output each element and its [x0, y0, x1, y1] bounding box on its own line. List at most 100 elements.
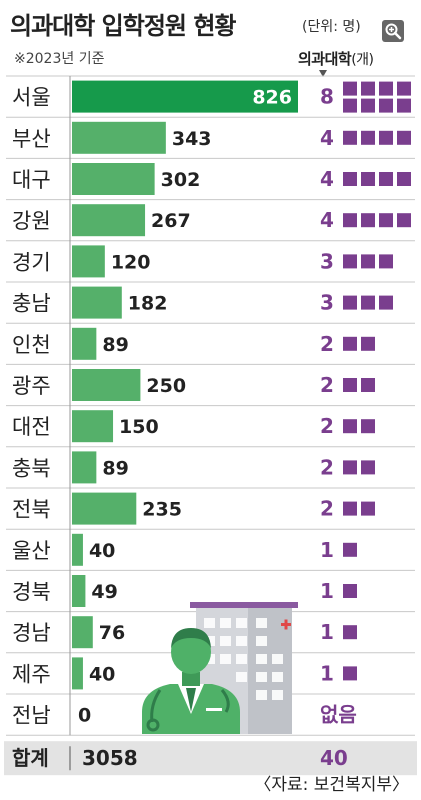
school-count: 3	[320, 291, 334, 315]
school-square	[397, 81, 411, 96]
school-count: 1	[320, 538, 334, 562]
value-label: 267	[151, 210, 191, 232]
school-square	[361, 295, 375, 310]
school-square	[379, 295, 393, 310]
school-square	[343, 666, 357, 681]
school-square	[361, 254, 375, 269]
school-count: 4	[320, 208, 334, 232]
value-label: 343	[172, 128, 212, 150]
region-label: 강원	[12, 209, 51, 233]
school-square	[361, 378, 375, 392]
school-square	[343, 542, 357, 557]
region-label: 경남	[12, 621, 51, 645]
school-square	[343, 295, 357, 310]
school-square	[343, 501, 357, 516]
school-square	[343, 378, 357, 392]
school-square	[361, 130, 375, 145]
unit-label: (단위: 명)	[302, 19, 361, 35]
value-label: 826	[252, 87, 292, 109]
total-label: 합계	[12, 746, 49, 770]
school-square	[361, 336, 375, 351]
value-label: 40	[89, 540, 115, 562]
value-label: 120	[111, 251, 151, 273]
school-square	[343, 460, 357, 475]
bar	[72, 533, 83, 566]
value-label: 89	[102, 334, 128, 356]
school-count: 2	[320, 373, 334, 397]
school-square	[397, 98, 411, 113]
school-count: 1	[320, 661, 334, 685]
school-count: 1	[320, 579, 334, 603]
school-count: 2	[320, 332, 334, 356]
school-count: 1	[320, 620, 334, 644]
region-label: 제주	[12, 662, 51, 686]
bar	[72, 327, 97, 360]
school-count: 4	[320, 126, 334, 150]
school-square	[397, 130, 411, 145]
bar	[72, 121, 166, 154]
school-square	[379, 172, 393, 186]
school-square	[397, 213, 411, 228]
school-count: 8	[320, 85, 334, 109]
region-label: 부산	[12, 127, 51, 151]
bar	[72, 451, 97, 484]
region-label: 충남	[12, 292, 51, 316]
region-label: 전남	[12, 704, 51, 728]
bar	[72, 492, 137, 525]
school-square	[343, 172, 357, 186]
magnifier-icon[interactable]	[382, 20, 404, 42]
bar	[72, 410, 114, 443]
school-square	[361, 172, 375, 186]
bar	[72, 163, 155, 195]
region-label: 전북	[12, 498, 51, 522]
doctor-hospital-illustration	[142, 602, 298, 734]
school-square	[379, 98, 393, 113]
region-label: 울산	[12, 539, 51, 563]
school-square	[361, 501, 375, 516]
school-square	[379, 130, 393, 145]
value-label: 235	[142, 499, 182, 521]
region-label: 인천	[12, 333, 51, 357]
school-square	[343, 98, 357, 113]
school-count: 3	[320, 249, 334, 273]
value-label: 49	[91, 581, 117, 603]
school-square	[379, 81, 393, 96]
region-label: 광주	[12, 374, 51, 398]
region-label: 서울	[12, 86, 51, 110]
value-label: 40	[89, 663, 115, 685]
region-label: 경북	[12, 580, 51, 604]
school-square	[343, 584, 357, 598]
school-square	[343, 130, 357, 145]
year-note: ※2023년 기준	[14, 51, 105, 67]
school-square	[343, 419, 357, 434]
bar	[72, 575, 86, 607]
school-square	[343, 254, 357, 269]
school-square	[361, 81, 375, 96]
region-label: 대구	[12, 168, 51, 192]
bar	[72, 369, 141, 401]
region-label: 대전	[12, 415, 51, 439]
school-column-label: 의과대학(개)	[298, 50, 374, 68]
bar	[72, 616, 93, 649]
school-count: 4	[320, 167, 334, 191]
bar	[72, 286, 122, 319]
school-square	[343, 213, 357, 228]
school-square	[397, 172, 411, 186]
school-square	[361, 98, 375, 113]
total-schools: 40	[320, 746, 348, 770]
total-value: 3058	[82, 746, 138, 770]
region-label: 충북	[12, 456, 51, 480]
value-label: 150	[119, 416, 159, 438]
school-count: 2	[320, 497, 334, 521]
school-square	[379, 213, 393, 228]
school-square	[361, 460, 375, 475]
chart-title: 의과대학 입학정원 현황	[10, 12, 237, 40]
down-arrow-icon	[319, 70, 327, 77]
school-count: 2	[320, 414, 334, 438]
value-label: 182	[128, 293, 168, 315]
school-square	[379, 254, 393, 269]
school-square	[361, 213, 375, 228]
bar	[72, 245, 105, 278]
school-count: 없음	[320, 703, 357, 727]
